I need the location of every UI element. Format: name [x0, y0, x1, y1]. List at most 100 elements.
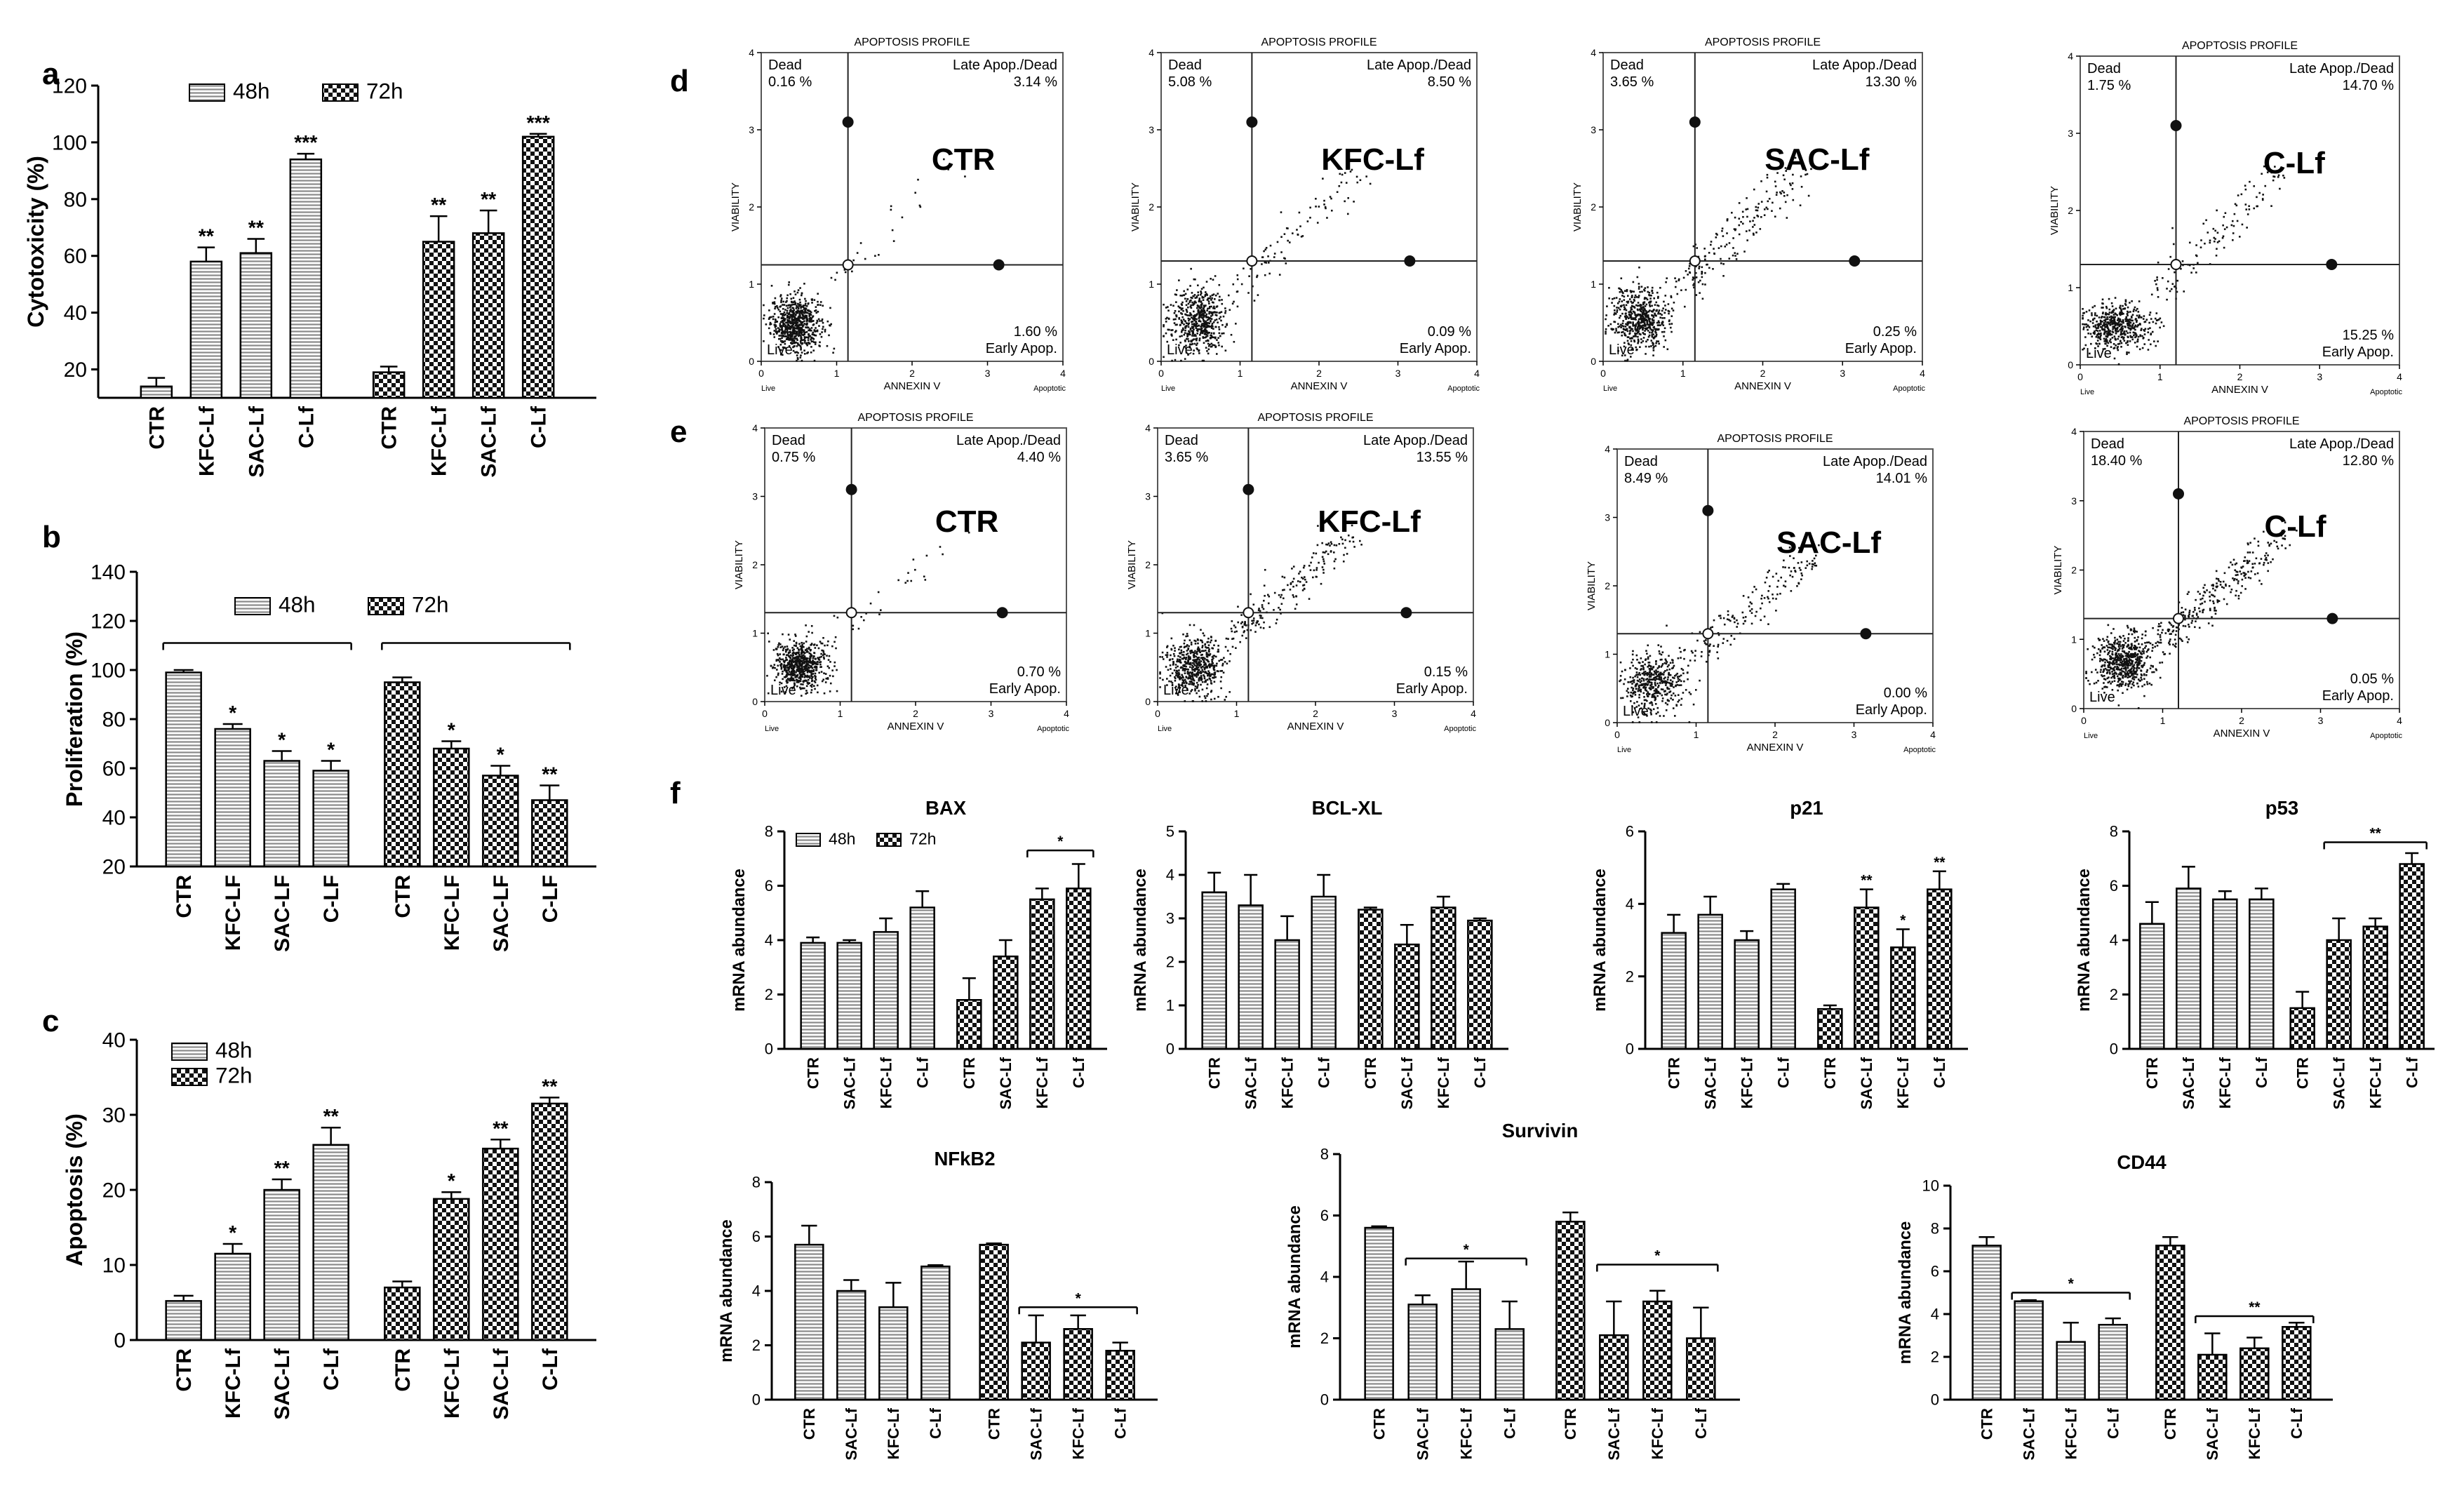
event-dot [1188, 333, 1191, 335]
event-dot [793, 309, 796, 312]
event-dot [2154, 279, 2156, 282]
event-dot [1655, 332, 1657, 334]
event-dot [801, 664, 803, 667]
event-dot [813, 652, 816, 655]
event-dot [792, 349, 795, 352]
event-dot [779, 343, 782, 346]
event-dot [1186, 682, 1188, 685]
bar [2326, 939, 2352, 1050]
quadrant-late-name: Late Apop./Dead [1812, 58, 1917, 73]
event-dot [2119, 319, 2122, 321]
event-dot [901, 216, 904, 219]
event-dot [2135, 321, 2138, 323]
event-dot [784, 335, 786, 337]
event-dot [804, 658, 807, 660]
event-dot [1298, 572, 1300, 575]
event-dot [918, 204, 921, 207]
event-dot [1192, 683, 1195, 686]
event-dot [1236, 274, 1239, 276]
event-dot [791, 655, 794, 657]
event-dot [1632, 301, 1635, 304]
event-dot [822, 636, 824, 639]
event-dot [784, 331, 786, 334]
event-dot [808, 342, 811, 344]
event-dot [2092, 325, 2095, 328]
event-dot [1216, 339, 1218, 341]
event-dot [1198, 339, 1201, 342]
event-dot [1205, 331, 1207, 334]
event-dot [1640, 325, 1642, 327]
event-dot [1763, 208, 1766, 210]
event-dot [1292, 565, 1295, 568]
event-dot [1695, 276, 1698, 279]
event-dot [1245, 624, 1247, 627]
event-dot [1623, 299, 1626, 301]
event-dot [1197, 294, 1200, 296]
event-dot [1189, 305, 1192, 308]
event-dot [1805, 169, 1807, 171]
event-dot [2129, 311, 2131, 313]
event-dot [785, 680, 788, 683]
event-dot [809, 659, 811, 662]
event-dot [1663, 300, 1665, 303]
event-dot [1775, 194, 1778, 196]
event-dot [1654, 330, 1656, 333]
event-dot [799, 645, 802, 648]
event-dot [784, 319, 786, 321]
event-dot [1207, 664, 1210, 667]
quadrant-early-name: Early Apop. [1845, 341, 1917, 356]
event-dot [2263, 165, 2265, 168]
event-dots [763, 158, 966, 362]
event-dot [1767, 200, 1769, 203]
event-dot [1757, 206, 1760, 209]
event-dot [789, 337, 791, 340]
event-dot [2167, 280, 2169, 283]
event-dot [1259, 617, 1261, 619]
event-dot [2096, 342, 2098, 345]
event-dot [1623, 315, 1626, 318]
event-dot [1176, 670, 1179, 672]
event-dot [1183, 650, 1185, 653]
event-dot [794, 342, 796, 344]
event-dot [1210, 318, 1213, 320]
event-dot [2131, 338, 2134, 341]
event-dots [1159, 521, 1362, 702]
event-dot [1261, 606, 1264, 608]
event-dot [810, 669, 813, 672]
event-dot [2120, 307, 2122, 309]
event-dot [786, 672, 789, 675]
event-dot [2084, 336, 2087, 338]
event-dot [1180, 312, 1182, 314]
event-dot [1256, 276, 1258, 279]
event-dot [798, 333, 801, 335]
event-dot [1630, 328, 1633, 330]
significance-label: * [497, 744, 505, 767]
event-dot [1218, 299, 1221, 302]
event-dot [1625, 328, 1628, 330]
event-dot [2099, 319, 2102, 322]
event-dot [1206, 641, 1209, 643]
event-dot [1192, 651, 1195, 654]
event-dot [2127, 326, 2129, 329]
event-dot [780, 328, 783, 330]
event-dot [1193, 349, 1195, 351]
event-dot [919, 206, 922, 208]
event-dot [1203, 315, 1205, 318]
event-dot [1722, 235, 1725, 237]
event-dot [1649, 323, 1652, 326]
y-tick-label: 4 [1605, 443, 1610, 455]
event-dot [1292, 580, 1294, 583]
sample-label: C-Lf [2263, 146, 2325, 180]
event-dot [1200, 303, 1203, 306]
event-dot [793, 674, 796, 676]
event-dot [1205, 304, 1207, 307]
y-tick-label: 30 [102, 1104, 126, 1127]
event-dot [1606, 305, 1608, 307]
event-dot [763, 314, 765, 316]
event-dot [1292, 232, 1294, 234]
event-dot [2212, 227, 2215, 230]
bar [1642, 1300, 1673, 1401]
event-dot [1214, 336, 1217, 339]
event-dot [1652, 319, 1655, 321]
